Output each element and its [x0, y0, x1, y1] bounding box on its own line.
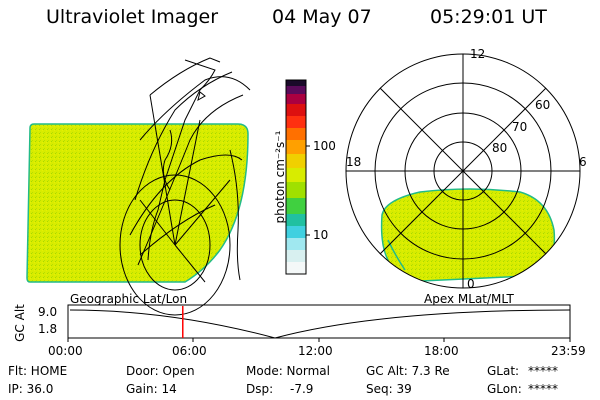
status-gc-alt: GC Alt: 7.3 Re: [366, 364, 450, 378]
polar-aurora-region: [380, 188, 556, 283]
altitude-y-bottom: 1.8: [38, 322, 58, 336]
colorbar: [285, 79, 310, 275]
altitude-x-tick-1200: 12:00: [298, 344, 333, 358]
altitude-x-tick-0600: 06:00: [172, 344, 207, 358]
colorbar-tick-100: 100: [313, 139, 336, 153]
status-dsp-value: -7.9: [290, 382, 314, 396]
altitude-x-tick-0000: 00:00: [48, 344, 83, 358]
polar-label-12: 12: [470, 47, 486, 61]
status-door: Door: Open: [126, 364, 195, 378]
geographic-panel-label: Geographic Lat/Lon: [70, 292, 188, 306]
geographic-aurora-region: [26, 123, 249, 283]
colorbar-unit-label: photon cm⁻²s⁻¹: [273, 130, 287, 224]
altitude-y-top: 9.0: [38, 305, 58, 319]
status-flt: Flt: HOME: [8, 364, 68, 378]
status-dsp-label: Dsp:: [246, 382, 274, 396]
polar-plot: [345, 53, 581, 289]
polar-label-6: 6: [579, 155, 587, 169]
altitude-strip: [67, 304, 571, 342]
altitude-x-tick-2359: 23:59: [551, 344, 586, 358]
status-gain: Gain: 14: [126, 382, 177, 396]
status-glat-label: GLat:: [487, 364, 520, 378]
altitude-axis-label: GC Alt: [13, 304, 27, 342]
instrument-title: Ultraviolet Imager: [46, 6, 219, 28]
date-label: 04 May 07: [272, 6, 372, 28]
geographic-image: [26, 57, 251, 316]
geographic-grid-lines: [119, 57, 251, 316]
time-label: 05:29:01 UT: [430, 6, 547, 28]
status-glat-value: *****: [528, 364, 558, 378]
status-mode: Mode: Normal: [246, 364, 330, 378]
polar-label-70: 70: [512, 120, 528, 134]
colorbar-tick-10: 10: [313, 228, 329, 242]
status-glon-label: GLon:: [487, 382, 522, 396]
status-seq: Seq: 39: [366, 382, 412, 396]
status-ip: IP: 36.0: [8, 382, 54, 396]
altitude-curve: [69, 309, 571, 339]
apex-panel-label: Apex MLat/MLT: [424, 292, 514, 306]
polar-label-18: 18: [346, 155, 362, 169]
polar-grid: [345, 53, 581, 289]
polar-label-60: 60: [535, 98, 551, 112]
polar-label-80: 80: [492, 141, 508, 155]
altitude-x-tick-1800: 18:00: [424, 344, 459, 358]
polar-label-0: 0: [467, 277, 475, 291]
status-glon-value: *****: [528, 382, 558, 396]
